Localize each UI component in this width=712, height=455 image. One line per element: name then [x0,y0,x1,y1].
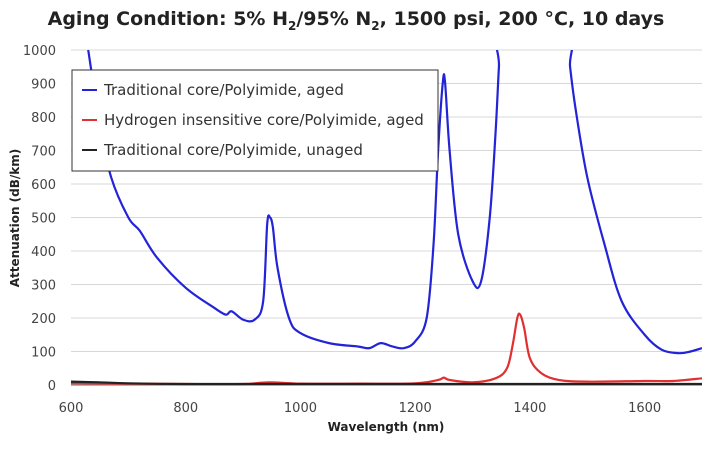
y-tick-label: 1000 [23,44,56,59]
y-tick-label: 300 [31,279,56,294]
series-line-1 [71,312,702,386]
y-tick-label: 600 [31,178,56,193]
x-tick-label: 1600 [628,401,661,416]
legend-label: Traditional core/Polyimide, unaged [103,141,363,159]
series-line-2 [71,380,702,386]
x-tick-label: 600 [59,401,84,416]
y-tick-label: 100 [31,346,56,361]
x-tick-label: 800 [173,401,198,416]
x-tick-label: 1000 [284,401,317,416]
x-tick-label: 1400 [513,401,546,416]
legend-label: Traditional core/Polyimide, aged [103,81,344,99]
y-tick-label: 900 [31,78,56,93]
y-tick-label: 800 [31,111,56,126]
y-tick-label: 0 [48,379,56,394]
legend: Traditional core/Polyimide, aged Hydrogen… [71,69,439,172]
x-axis-label: Wavelength (nm) [328,420,445,434]
legend-label: Hydrogen insensitive core/Polyimide, age… [104,111,424,129]
series-line-0 [87,50,702,355]
x-tick-label: 1200 [399,401,432,416]
y-tick-label: 700 [31,145,56,160]
y-axis-label: Attenuation (dB/km) [8,149,22,287]
y-tick-label: 500 [31,212,56,227]
y-tick-label: 400 [31,245,56,260]
chart-title: Aging Condition: 5% H2/95% N2, 1500 psi,… [47,8,665,33]
y-tick-label: 200 [31,312,56,327]
